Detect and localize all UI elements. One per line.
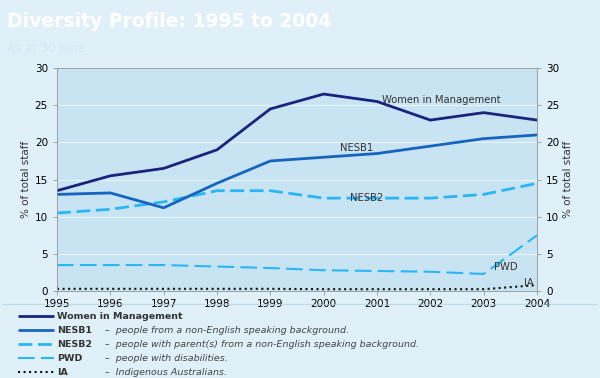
Y-axis label: % of total staff: % of total staff <box>20 141 31 218</box>
Text: NESB2: NESB2 <box>57 339 92 349</box>
Text: Women in Management: Women in Management <box>382 95 501 105</box>
Text: –  people from a non-English speaking background.: – people from a non-English speaking bac… <box>105 325 349 335</box>
Text: IA: IA <box>57 367 68 376</box>
Y-axis label: % of total staff: % of total staff <box>563 141 574 218</box>
Text: –  people with parent(s) from a non-English speaking background.: – people with parent(s) from a non-Engli… <box>105 339 419 349</box>
Text: Women in Management: Women in Management <box>57 311 182 321</box>
Text: IA: IA <box>524 278 533 288</box>
Text: As at 30 June: As at 30 June <box>7 42 85 55</box>
Text: –  people with disabilities.: – people with disabilities. <box>105 353 228 363</box>
Text: PWD: PWD <box>494 262 518 272</box>
Text: PWD: PWD <box>57 353 82 363</box>
Text: –  Indigenous Australians.: – Indigenous Australians. <box>105 367 227 376</box>
Text: NESB1: NESB1 <box>340 143 373 153</box>
Text: NESB1: NESB1 <box>57 325 92 335</box>
Text: Diversity Profile: 1995 to 2004: Diversity Profile: 1995 to 2004 <box>7 12 331 31</box>
Text: NESB2: NESB2 <box>350 193 383 203</box>
